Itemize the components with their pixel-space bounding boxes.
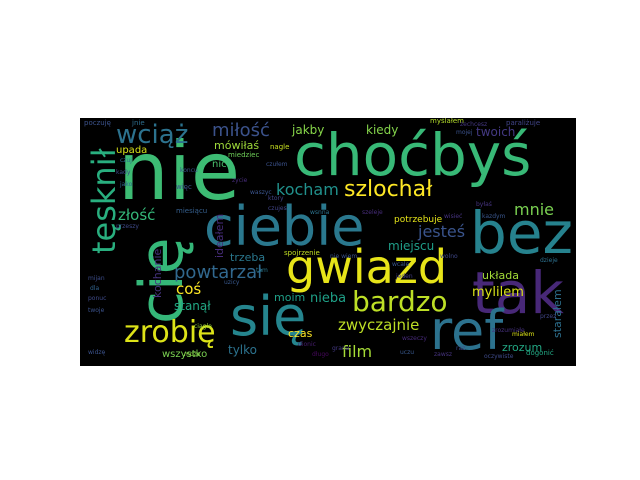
word-stanal: stanął <box>174 299 211 313</box>
word-jnie: jnie <box>132 119 145 127</box>
word-czujes: czujes <box>268 205 287 212</box>
word-zrobie: zrobię <box>124 315 216 350</box>
word-nie-wiem: nie wiem <box>330 253 358 260</box>
word-mojej: mojej <box>456 129 473 136</box>
word-nic: nic <box>212 159 227 170</box>
word-kiedy: kiedy <box>366 123 399 137</box>
word-miedziec: miedziec <box>228 151 260 159</box>
word-twoje: twoje <box>88 307 105 314</box>
word-cloud: nie choćbyś ciebie bez cię gwiazd tak si… <box>80 118 576 366</box>
word-wciaz: wciąż <box>116 120 189 150</box>
word-ciebie: ciebie <box>204 195 365 258</box>
word-uczu: uczu <box>400 349 415 356</box>
word-miejscu: miejscu <box>388 239 435 253</box>
word-jako: jako <box>120 181 133 188</box>
word-cos: coś <box>176 280 202 298</box>
word-wszeczy: wszeczy <box>402 335 427 342</box>
word-paralizuje: paraliżuje <box>506 119 541 127</box>
word-nieba: nieba <box>310 291 347 306</box>
word-tylko: tylko <box>228 343 258 357</box>
word-mowilas: mówiłaś <box>214 139 260 152</box>
word-grana: grana <box>332 345 350 352</box>
word-twoich: twoich <box>476 125 516 139</box>
word-milosc: miłość <box>212 120 270 141</box>
word-nagle: nagle <box>270 143 290 151</box>
word-szeleje: szeleje <box>362 209 383 216</box>
word-sie: się <box>230 285 307 348</box>
word-zrozum: zrozum <box>502 341 543 354</box>
word-zycie: zycie <box>232 177 248 184</box>
word-powtarzal: powtarzał <box>174 262 263 283</box>
word-ponuc: ponuc <box>88 295 107 302</box>
word-jestes: jesteś <box>418 222 466 241</box>
word-myslalem: myślałem <box>430 118 464 125</box>
word-wsnna: wsnna <box>310 209 330 216</box>
word-zwyczajnie: zwyczajnie <box>338 316 420 334</box>
word-zawsz: zawsz <box>434 351 453 358</box>
word-chocbys: choćbyś <box>294 121 532 189</box>
word-mijan: mijan <box>88 275 105 282</box>
word-poczuje: poczuję <box>84 119 111 127</box>
word-waszyc: waszyc <box>250 189 272 196</box>
word-wszystko: wszystko <box>162 349 208 360</box>
word-mylilem: mylilem <box>472 285 524 300</box>
word-czuj: czuj <box>120 157 132 164</box>
word-idealem: ideałem <box>213 213 226 258</box>
word-uzicy: uzicy <box>224 279 240 286</box>
word-tam: tam <box>256 267 268 274</box>
word-nie: nie <box>118 125 241 218</box>
word-upada: upada <box>116 145 148 156</box>
word-przez: przez <box>540 313 557 320</box>
word-miesiacu: miesiącu <box>176 207 208 215</box>
word-film: film <box>342 342 373 361</box>
word-jeden: jeden <box>396 273 413 280</box>
word-tesknil: tęsknił <box>85 148 123 254</box>
word-kocham: kocham <box>276 180 339 199</box>
word-bardzo: bardzo <box>352 285 448 318</box>
word-czas: czas <box>288 327 313 340</box>
word-kazdym: kazdym <box>482 213 506 220</box>
word-dlugo: długo <box>312 351 329 358</box>
word-gwiazd: gwiazd <box>286 240 448 294</box>
word-spojrzenie: spojrzenie <box>284 249 320 257</box>
word-szlochal: szlochał <box>344 177 433 202</box>
word-dogonic: dogonić <box>526 349 554 357</box>
word-tak: tak <box>472 259 564 327</box>
word-koncu: koncu <box>180 167 198 174</box>
word-oczywiste: oczywiste <box>484 353 514 360</box>
word-zrozumiale: zrozumiałe <box>492 327 525 334</box>
word-dla: dla <box>90 285 100 292</box>
word-zechcesz: zechcesz <box>460 121 488 128</box>
word-przeszy: przeszy <box>116 223 139 230</box>
word-wcale: wcale <box>392 261 410 268</box>
word-wiec: więc <box>176 183 192 191</box>
word-widze: widzę <box>88 349 106 356</box>
word-wolno: wolno <box>440 253 458 260</box>
word-jakby: jakby <box>292 123 325 137</box>
word-kochanie: kochanie <box>151 248 164 298</box>
word-bez: bez <box>470 199 573 267</box>
word-ktory: ktory <box>268 195 284 202</box>
word-ciagle: ciągle <box>194 323 212 330</box>
word-trzeba: trzeba <box>230 251 266 264</box>
word-moim: moim <box>274 291 306 304</box>
word-bylas: byłaś <box>476 201 492 208</box>
word-mnie: mnie <box>514 200 555 219</box>
word-zlosc: złość <box>118 206 156 224</box>
word-dionic: dionic <box>298 341 316 348</box>
word-uklada: układa <box>482 269 519 282</box>
word-dzieje: dzieje <box>540 257 558 264</box>
word-ref: ref <box>430 299 504 362</box>
word-mialem: miałem <box>512 331 535 338</box>
word-raz: raz <box>456 345 466 352</box>
word-czulem: czułem <box>266 161 288 168</box>
word-kady: kady <box>116 169 131 176</box>
word-moze: może <box>184 351 201 358</box>
word-potrzebuje: potrzebuje <box>394 215 443 225</box>
word-wisiec: wisieć <box>444 213 463 220</box>
